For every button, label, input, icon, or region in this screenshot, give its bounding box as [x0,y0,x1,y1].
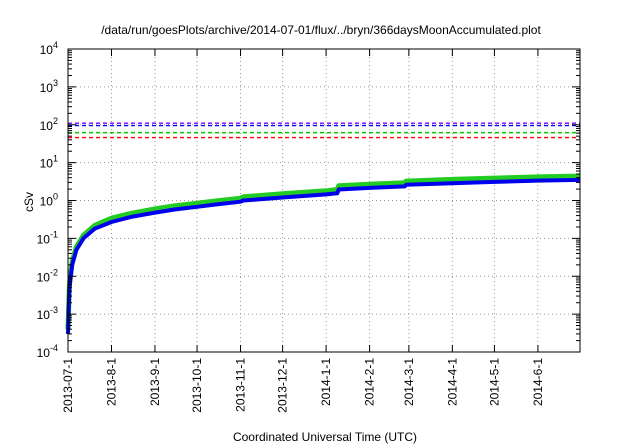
y-tick-label: 10-2 [37,267,58,284]
x-tick-label: 2013-07-1 [61,358,75,413]
x-tick-label: 2014-3-1 [402,358,416,406]
y-tick-label: 103 [40,78,58,95]
series-line [66,177,581,334]
y-axis-label: cSv [22,192,36,212]
x-tick-label: 2013-8-1 [104,358,118,406]
y-tick-label: 100 [40,192,58,209]
x-axis-label: Coordinated Universal Time (UTC) [233,430,417,444]
x-tick-label: 2014-1-1 [319,358,333,406]
reference-lines [68,122,580,139]
x-tick-label: 2013-11-1 [234,358,248,412]
x-tick-label: 2014-6-1 [531,358,545,406]
grid [68,49,580,352]
chart-title: /data/run/goesPlots/archive/2014-07-01/f… [101,23,541,37]
y-tick-label: 102 [40,116,58,133]
plot-border [67,48,581,353]
y-tick-label: 101 [40,154,58,171]
x-tick-label: 2013-9-1 [148,358,162,406]
x-tick-label: 2014-4-1 [445,358,459,406]
x-tick-label: 2014-5-1 [487,358,501,406]
y-tick-label: 10-4 [37,343,58,360]
x-tick-labels: 2013-07-1 2013-8-1 2013-9-1 2013-10-1 2013-1… [61,358,545,413]
plot-frame [67,48,581,353]
y-tick-label: 10-1 [37,229,58,246]
y-tick-label: 10-3 [37,305,58,322]
x-tick-label: 2013-10-1 [190,358,204,413]
x-tick-label: 2013-12-1 [276,358,290,413]
y-tick-label: 104 [40,40,58,57]
series-line [65,173,581,330]
x-tick-label: 2014-2-1 [363,358,377,406]
series-lines [65,173,581,334]
y-tick-labels: 10-4 10-3 10-2 10-1 100 101 102 103 104 [37,40,58,360]
